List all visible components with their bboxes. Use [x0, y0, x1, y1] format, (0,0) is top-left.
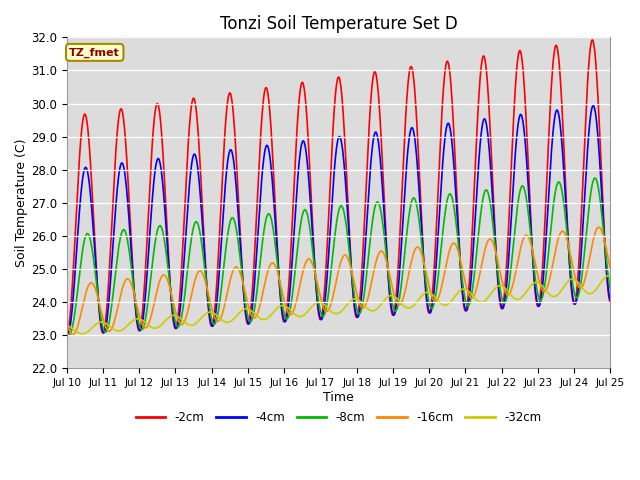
- -4cm: [589, 103, 597, 108]
- Line: -4cm: -4cm: [67, 106, 611, 335]
- -4cm: [63, 331, 70, 337]
- -16cm: [245, 305, 253, 311]
- Text: TZ_fmet: TZ_fmet: [69, 47, 120, 58]
- Title: Tonzi Soil Temperature Set D: Tonzi Soil Temperature Set D: [220, 15, 458, 33]
- -8cm: [184, 264, 192, 269]
- -32cm: [63, 323, 70, 328]
- -8cm: [245, 317, 253, 323]
- -2cm: [184, 152, 191, 158]
- -32cm: [605, 273, 612, 278]
- -16cm: [171, 305, 179, 311]
- -16cm: [542, 287, 550, 293]
- -2cm: [588, 37, 596, 43]
- -8cm: [65, 332, 73, 338]
- -4cm: [607, 298, 614, 304]
- -4cm: [245, 321, 253, 327]
- -4cm: [171, 323, 179, 328]
- -2cm: [607, 299, 614, 305]
- -2cm: [494, 278, 502, 284]
- -32cm: [78, 331, 86, 336]
- -16cm: [494, 260, 502, 266]
- -16cm: [69, 332, 77, 337]
- Line: -8cm: -8cm: [67, 178, 611, 335]
- -16cm: [607, 266, 614, 272]
- -4cm: [184, 201, 192, 206]
- -4cm: [423, 299, 431, 305]
- -4cm: [542, 233, 550, 239]
- -2cm: [542, 200, 550, 205]
- -8cm: [607, 287, 614, 292]
- Line: -32cm: -32cm: [67, 276, 611, 334]
- -16cm: [63, 319, 70, 324]
- X-axis label: Time: Time: [323, 391, 354, 404]
- -32cm: [542, 288, 550, 294]
- -8cm: [494, 272, 502, 277]
- -16cm: [423, 275, 431, 280]
- -16cm: [595, 224, 603, 230]
- -8cm: [63, 327, 70, 333]
- Line: -2cm: -2cm: [67, 40, 611, 335]
- -4cm: [494, 280, 502, 286]
- -4cm: [63, 332, 71, 338]
- -32cm: [423, 289, 431, 295]
- -8cm: [542, 271, 550, 277]
- Y-axis label: Soil Temperature (C): Soil Temperature (C): [15, 139, 28, 267]
- -32cm: [494, 283, 502, 289]
- -2cm: [63, 332, 70, 338]
- -32cm: [184, 322, 192, 327]
- -8cm: [423, 289, 431, 295]
- Legend: -2cm, -4cm, -8cm, -16cm, -32cm: -2cm, -4cm, -8cm, -16cm, -32cm: [131, 406, 546, 429]
- -16cm: [184, 308, 192, 313]
- Line: -16cm: -16cm: [67, 227, 611, 335]
- -8cm: [171, 316, 179, 322]
- -32cm: [171, 312, 179, 318]
- -2cm: [244, 321, 252, 326]
- -2cm: [170, 324, 178, 329]
- -2cm: [423, 300, 431, 305]
- -32cm: [245, 306, 253, 312]
- -32cm: [607, 273, 614, 279]
- -8cm: [591, 175, 599, 181]
